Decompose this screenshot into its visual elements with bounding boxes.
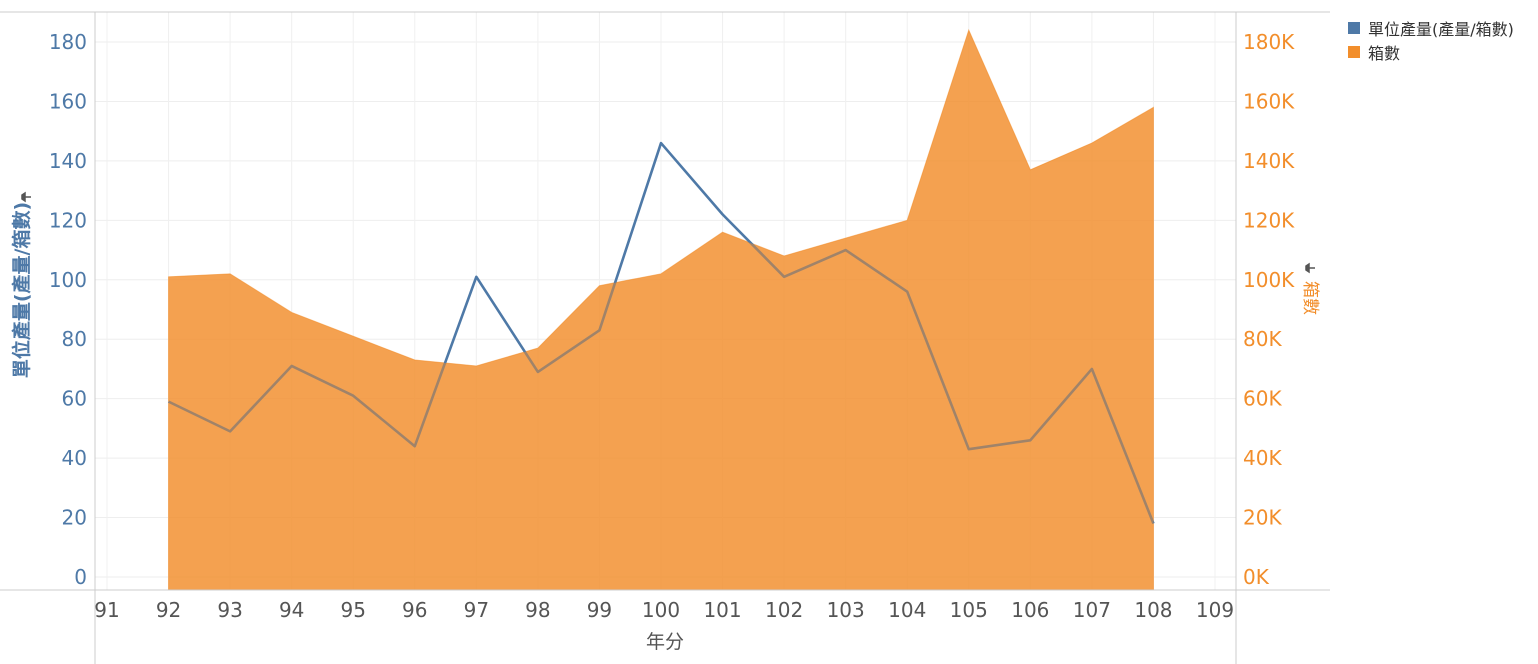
left-tick-label: 20: [62, 506, 87, 530]
x-tick-label: 101: [703, 598, 741, 622]
right-tick-label: 100K: [1243, 268, 1295, 292]
right-axis-title: 箱數: [1300, 281, 1320, 315]
x-tick-label: 105: [950, 598, 988, 622]
legend: 單位產量(產量/箱數) 箱數: [1348, 16, 1514, 64]
left-tick-label: 160: [49, 89, 87, 113]
legend-label-unit-yield: 單位產量(產量/箱數): [1368, 20, 1514, 39]
x-tick-label: 97: [464, 598, 489, 622]
legend-swatch-boxes: [1348, 46, 1360, 58]
line-series-layer: [167, 30, 1155, 591]
left-tick-label: 60: [62, 387, 87, 411]
right-tick-label: 80K: [1243, 327, 1282, 351]
right-axis-ticks: 0K 20K 40K 60K 80K 100K 120K 140K 160K 180K: [1243, 30, 1295, 589]
legend-item-boxes[interactable]: 箱數: [1348, 40, 1514, 64]
boxes-area-overlay: [168, 30, 1154, 591]
left-tick-label: 100: [49, 268, 87, 292]
left-axis-ticks: 0 20 40 60 80 100 120 140 160 180: [49, 30, 87, 589]
right-tick-label: 140K: [1243, 149, 1295, 173]
left-tick-label: 40: [62, 446, 87, 470]
left-axis-title: 單位產量(產量/箱數): [10, 202, 33, 378]
axes-frame: [0, 11, 1330, 664]
right-tick-label: 180K: [1243, 30, 1295, 54]
x-tick-label: 95: [340, 598, 365, 622]
legend-label-boxes: 箱數: [1368, 44, 1401, 63]
x-tick-label: 109: [1196, 598, 1234, 622]
x-tick-label: 107: [1073, 598, 1111, 622]
left-tick-label: 180: [49, 30, 87, 54]
x-tick-label: 99: [587, 598, 612, 622]
x-tick-label: 102: [765, 598, 803, 622]
x-tick-label: 98: [525, 598, 550, 622]
left-axis-pin-icon[interactable]: [21, 191, 31, 203]
right-tick-label: 20K: [1243, 506, 1282, 530]
left-tick-label: 140: [49, 149, 87, 173]
x-tick-label: 100: [642, 598, 680, 622]
right-tick-label: 120K: [1243, 208, 1295, 232]
right-tick-label: 160K: [1243, 89, 1295, 113]
x-tick-label: 94: [279, 598, 304, 622]
right-axis-pin-icon[interactable]: [1305, 262, 1315, 274]
right-tick-label: 0K: [1243, 565, 1270, 589]
right-tick-label: 60K: [1243, 387, 1282, 411]
x-tick-label: 91: [94, 598, 119, 622]
x-tick-label: 106: [1011, 598, 1049, 622]
x-axis-title: 年分: [646, 631, 684, 653]
x-axis-ticks: 91 92 93 94 95 96 97 98 99 100 101 102 103 104 105 106 1…: [94, 598, 1234, 622]
x-tick-label: 104: [888, 598, 926, 622]
left-tick-label: 0: [74, 565, 87, 589]
x-tick-label: 96: [402, 598, 427, 622]
legend-item-unit-yield[interactable]: 單位產量(產量/箱數): [1348, 16, 1514, 40]
x-tick-label: 108: [1134, 598, 1172, 622]
legend-swatch-unit-yield: [1348, 22, 1360, 34]
x-tick-label: 93: [217, 598, 242, 622]
x-tick-label: 92: [156, 598, 181, 622]
left-tick-label: 120: [49, 208, 87, 232]
right-tick-label: 40K: [1243, 446, 1282, 470]
left-tick-label: 80: [62, 327, 87, 351]
x-tick-label: 103: [827, 598, 865, 622]
